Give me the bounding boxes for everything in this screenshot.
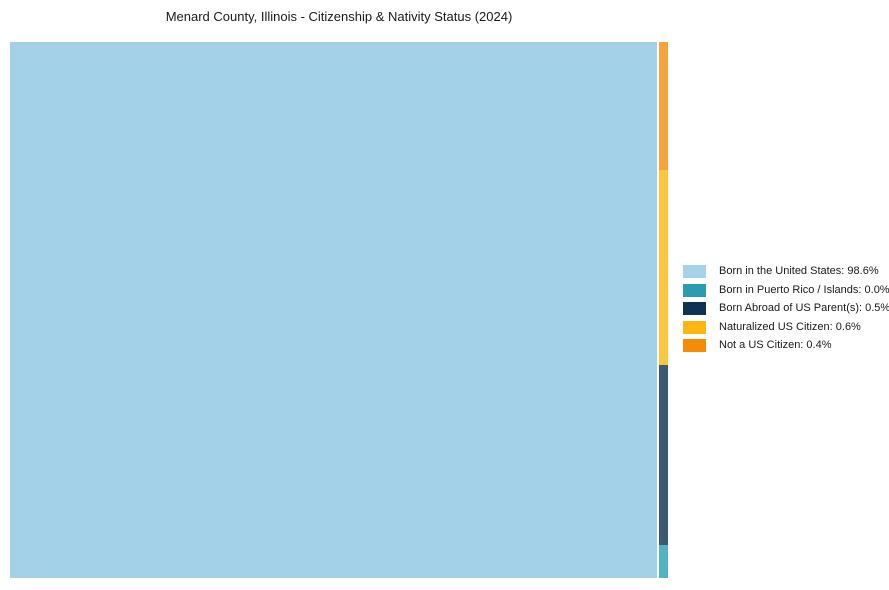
legend-label: Naturalized US Citizen: 0.6% — [719, 320, 861, 333]
treemap-strip-segment-born-abroad-of-us-parent-s — [659, 365, 668, 545]
treemap-strip-segment-born-in-puerto-rico-islands — [659, 545, 668, 578]
treemap-strip-segment-not-a-us-citizen — [659, 42, 668, 170]
treemap-block-divider — [657, 42, 659, 578]
treemap-plot — [10, 42, 668, 578]
legend-row: Not a US Citizen: 0.4% — [683, 339, 889, 352]
treemap-strip — [659, 42, 668, 578]
legend-row: Naturalized US Citizen: 0.6% — [683, 320, 889, 334]
chart-title: Menard County, Illinois - Citizenship & … — [165, 9, 513, 24]
legend-swatch — [683, 283, 706, 297]
legend-label: Not a US Citizen: 0.4% — [719, 339, 832, 351]
legend-row: Born in Puerto Rico / Islands: 0.0% — [683, 283, 889, 297]
legend-label: Born in Puerto Rico / Islands: 0.0% — [719, 283, 889, 296]
treemap-strip-segment-naturalized-us-citizen — [659, 170, 668, 365]
legend-row: Born Abroad of US Parent(s): 0.5% — [683, 302, 889, 315]
legend-label: Born in the United States: 98.6% — [719, 265, 879, 277]
legend: Born in the United States: 98.6% Born in … — [683, 265, 889, 352]
legend-swatch — [683, 320, 706, 334]
legend-swatch — [683, 339, 706, 352]
legend-swatch — [683, 302, 706, 315]
legend-label: Born Abroad of US Parent(s): 0.5% — [719, 302, 889, 314]
legend-swatch — [683, 265, 706, 278]
legend-row: Born in the United States: 98.6% — [683, 265, 889, 278]
treemap-block-born-in-united-states — [10, 42, 657, 578]
